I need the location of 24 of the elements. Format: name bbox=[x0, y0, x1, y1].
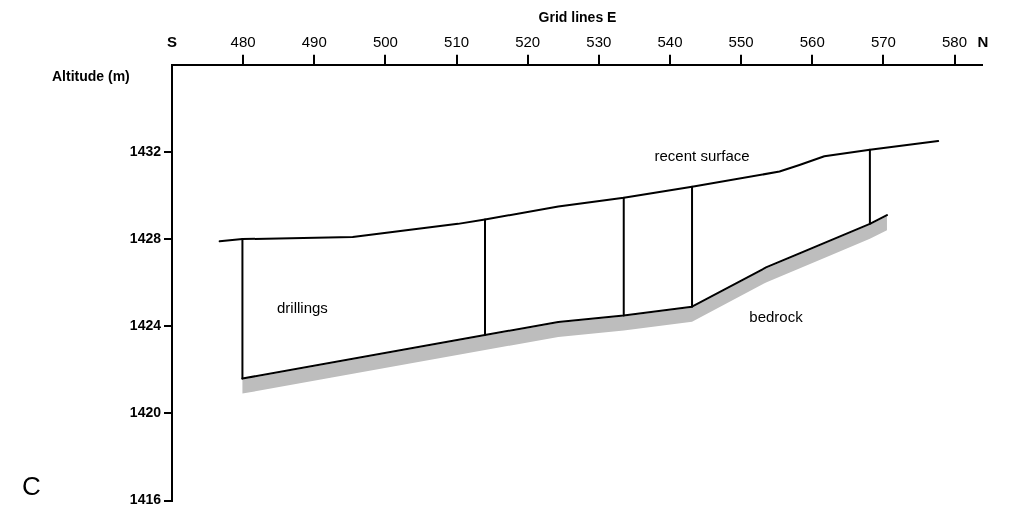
x-tick-label: 530 bbox=[586, 32, 612, 50]
y-tick-label: 1428 bbox=[129, 229, 162, 246]
series-label: recent surface bbox=[654, 146, 750, 164]
x-tick-label: N bbox=[977, 32, 989, 50]
x-tick-label: S bbox=[166, 32, 178, 50]
x-tick-label: 560 bbox=[799, 32, 825, 50]
x-tick-label: 550 bbox=[728, 32, 754, 50]
x-tick-label: 480 bbox=[230, 32, 256, 50]
y-tick-label: 1420 bbox=[129, 404, 162, 421]
x-tick-label: 570 bbox=[870, 32, 896, 50]
y-tick-label: 1416 bbox=[129, 491, 162, 508]
x-tick-label: 510 bbox=[444, 32, 470, 50]
x-tick-label: 490 bbox=[301, 32, 327, 50]
x-tick-label: 500 bbox=[372, 32, 398, 50]
text: C bbox=[22, 471, 41, 502]
x-tick-label: 580 bbox=[942, 32, 968, 50]
series-label: bedrock bbox=[749, 307, 804, 325]
text: drillings bbox=[277, 299, 328, 317]
x-axis-title: Grid lines E bbox=[538, 9, 617, 26]
x-tick-label: 520 bbox=[515, 32, 541, 50]
y-axis-title: Altitude (m) bbox=[52, 67, 130, 84]
y-tick-label: 1424 bbox=[129, 317, 162, 334]
y-tick-label: 1432 bbox=[129, 142, 162, 159]
x-tick-label: 540 bbox=[657, 32, 683, 50]
